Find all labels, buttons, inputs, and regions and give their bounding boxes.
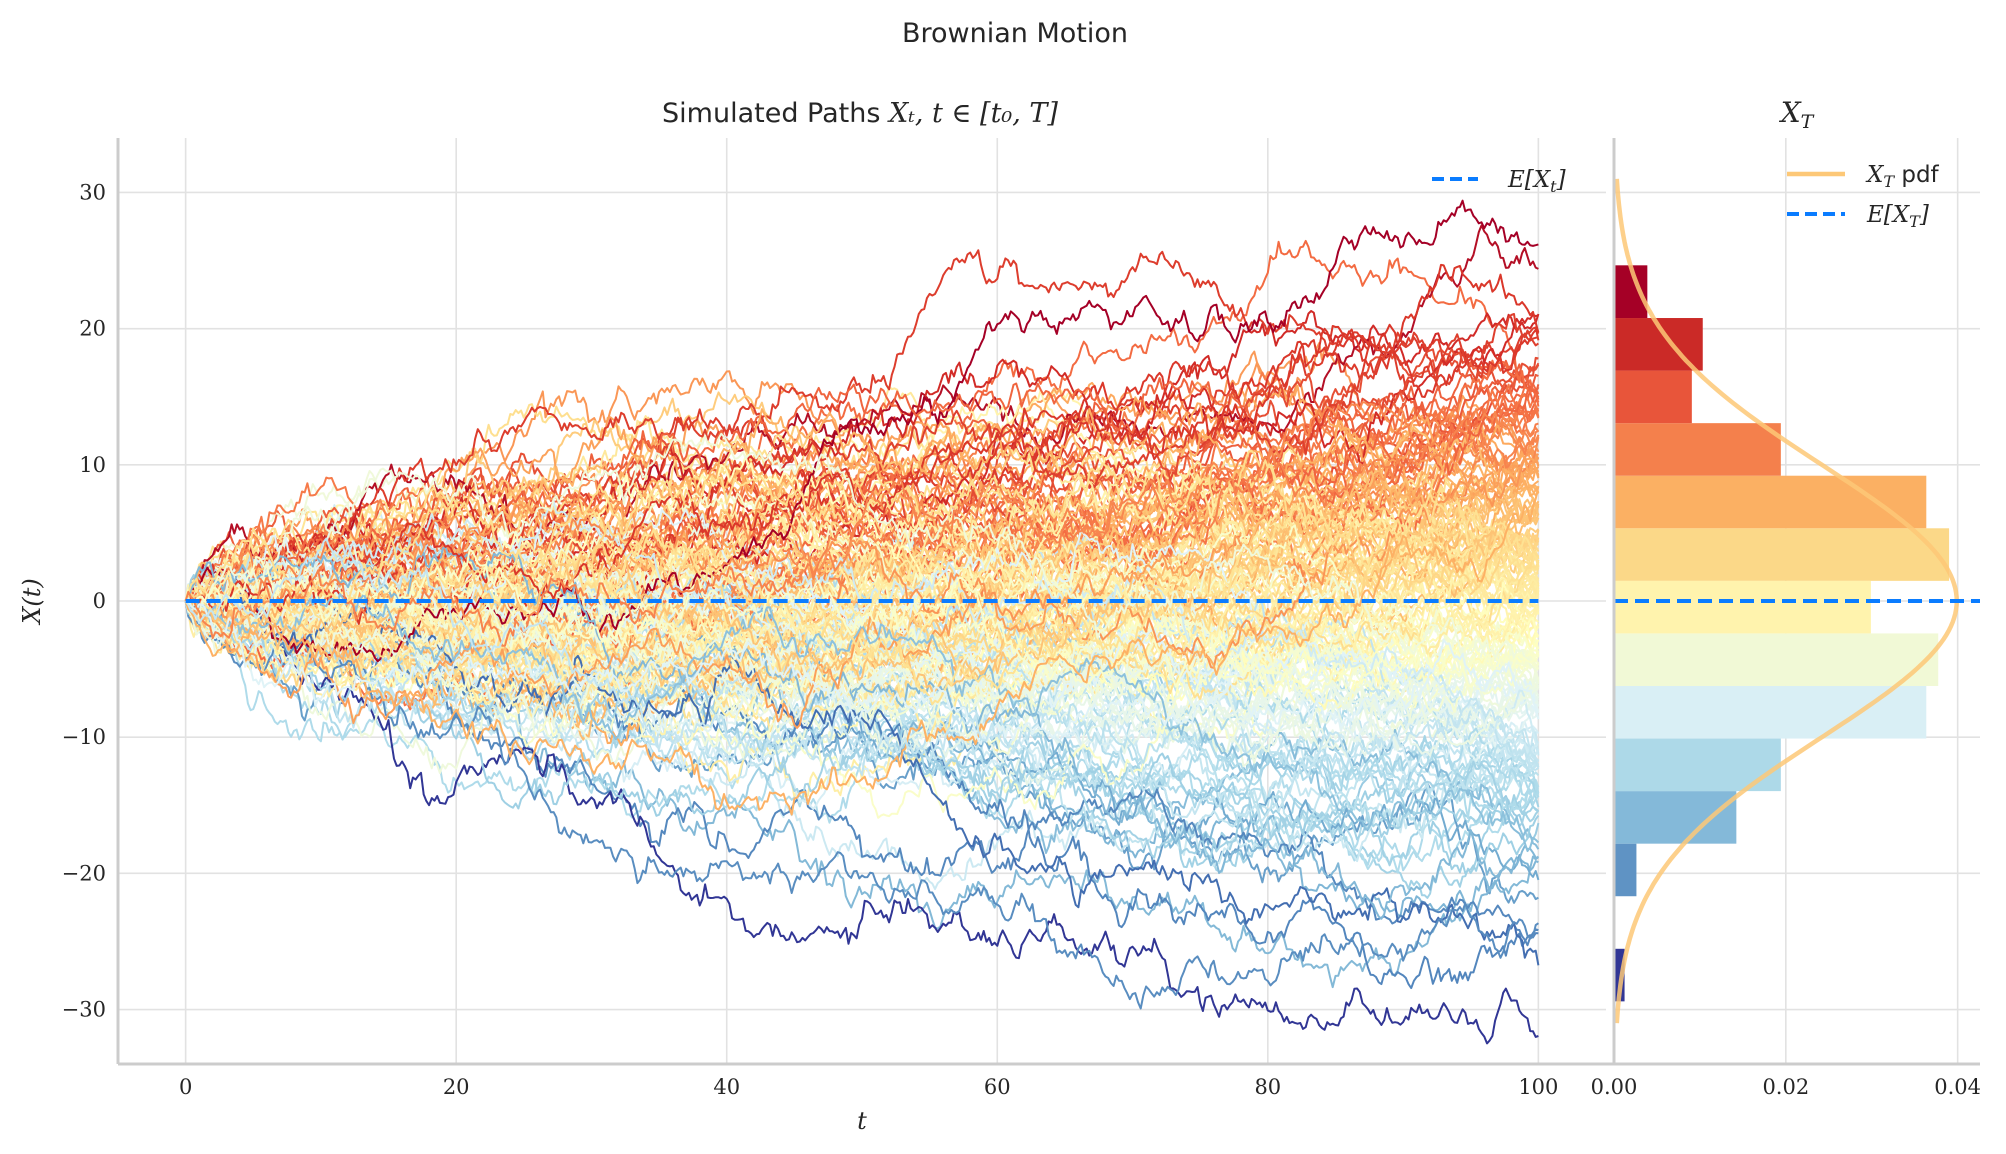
path-line (185, 401, 1540, 602)
paths-xtick-label: 100 (1518, 1075, 1558, 1099)
legend-label-sub: T (1909, 212, 1921, 231)
histogram-bar (1614, 580, 1871, 634)
path-line (184, 391, 1540, 625)
paths-title: Simulated Paths Xₜ, t ∈ [t₀, T] (662, 98, 1058, 129)
path-line (184, 596, 1540, 711)
histogram-bar (1614, 843, 1637, 897)
path-line (184, 249, 1540, 609)
path-line (184, 449, 1540, 609)
path-line (184, 600, 1539, 1010)
paths-title-math: Xₜ, t ∈ [t₀, T] (887, 98, 1058, 129)
path-line (184, 537, 1540, 822)
path-line (184, 531, 1539, 684)
path-line (184, 428, 1539, 647)
path-line (185, 522, 1540, 656)
histogram-legend-mean-label: E[XT] (1866, 202, 1929, 231)
legend-label-sub: t (1550, 177, 1557, 196)
legend-label-sub: T (1883, 172, 1895, 191)
legend-label-base: X (1865, 162, 1885, 188)
paths-legend: E[Xt] (1432, 167, 1566, 196)
paths-ytick-label: 10 (79, 453, 106, 477)
path-line (184, 548, 1539, 694)
histogram-bars (1614, 265, 1950, 1002)
histogram-xtick-label: 0.02 (1762, 1075, 1809, 1099)
histogram-bar (1614, 948, 1625, 1002)
path-line (185, 501, 1540, 706)
paths-xtick-label: 40 (713, 1075, 740, 1099)
paths-ytick-label: 30 (79, 180, 106, 204)
path-line (185, 535, 1540, 755)
path-line (184, 485, 1540, 816)
histogram-bar (1614, 423, 1781, 476)
path-line (185, 407, 1540, 636)
path-line (185, 199, 1539, 663)
paths-axes: Simulated Paths Xₜ, t ∈ [t₀, T] 0 20 40 60 8… (18, 98, 1606, 1135)
histogram-bar (1614, 791, 1737, 844)
histogram-xtick-label: 0.04 (1934, 1075, 1981, 1099)
legend-label-base: E[X (1866, 202, 1911, 228)
path-line (184, 313, 1539, 612)
histogram-title-base: X (1779, 96, 1802, 129)
path-line (184, 432, 1540, 681)
path-line (185, 534, 1540, 689)
path-line (185, 594, 1540, 824)
paths-xtick-label: 20 (443, 1075, 470, 1099)
legend-label-end: ] (1556, 167, 1566, 193)
path-line (184, 561, 1539, 729)
path-line (184, 545, 1539, 920)
legend-label-end: pdf (1894, 162, 1940, 188)
path-line (185, 377, 1539, 602)
histogram-xtick-label: 0.00 (1591, 1075, 1638, 1099)
histogram-axes: XT 0.00 0.02 0.04 XT pdf E[XT] (1591, 96, 1981, 1099)
paths-ytick-label: −30 (62, 998, 106, 1022)
legend-label-end: ] (1919, 202, 1929, 228)
paths-ytick-label: −10 (62, 725, 106, 749)
histogram-title-sub: T (1801, 111, 1815, 133)
paths-xtick-label: 0 (179, 1075, 192, 1099)
paths-ytick-label: 0 (93, 589, 106, 613)
paths-xtick-label: 60 (984, 1075, 1011, 1099)
histogram-title: XT (1779, 96, 1815, 133)
paths-xtick-label: 80 (1254, 1075, 1281, 1099)
histogram-tick-labels: 0.00 0.02 0.04 (1591, 1075, 1981, 1099)
path-line (184, 600, 1540, 859)
paths-xlabel: t (857, 1107, 867, 1135)
histogram-bar (1614, 370, 1692, 424)
histogram-legend-pdf-label: XT pdf (1865, 162, 1940, 191)
path-line (185, 263, 1540, 625)
paths-legend-mean-label: E[Xt] (1507, 167, 1566, 196)
legend-label-base: E[X (1507, 167, 1552, 193)
histogram-bar (1614, 685, 1927, 739)
paths-ytick-label: 20 (79, 317, 106, 341)
histogram-bar (1614, 528, 1950, 581)
histogram-legend: XT pdf E[XT] (1787, 162, 1940, 231)
path-line (184, 597, 1540, 746)
path-line (185, 597, 1539, 1045)
paths-lines (184, 199, 1540, 1045)
histogram-bar (1614, 633, 1939, 686)
paths-title-prefix: Simulated Paths (662, 98, 889, 129)
path-line (184, 224, 1539, 602)
paths-ytick-label: −20 (62, 861, 106, 885)
path-line (184, 565, 1540, 714)
figure-suptitle: Brownian Motion (902, 18, 1128, 49)
paths-ylabel: X(t) (18, 578, 46, 625)
